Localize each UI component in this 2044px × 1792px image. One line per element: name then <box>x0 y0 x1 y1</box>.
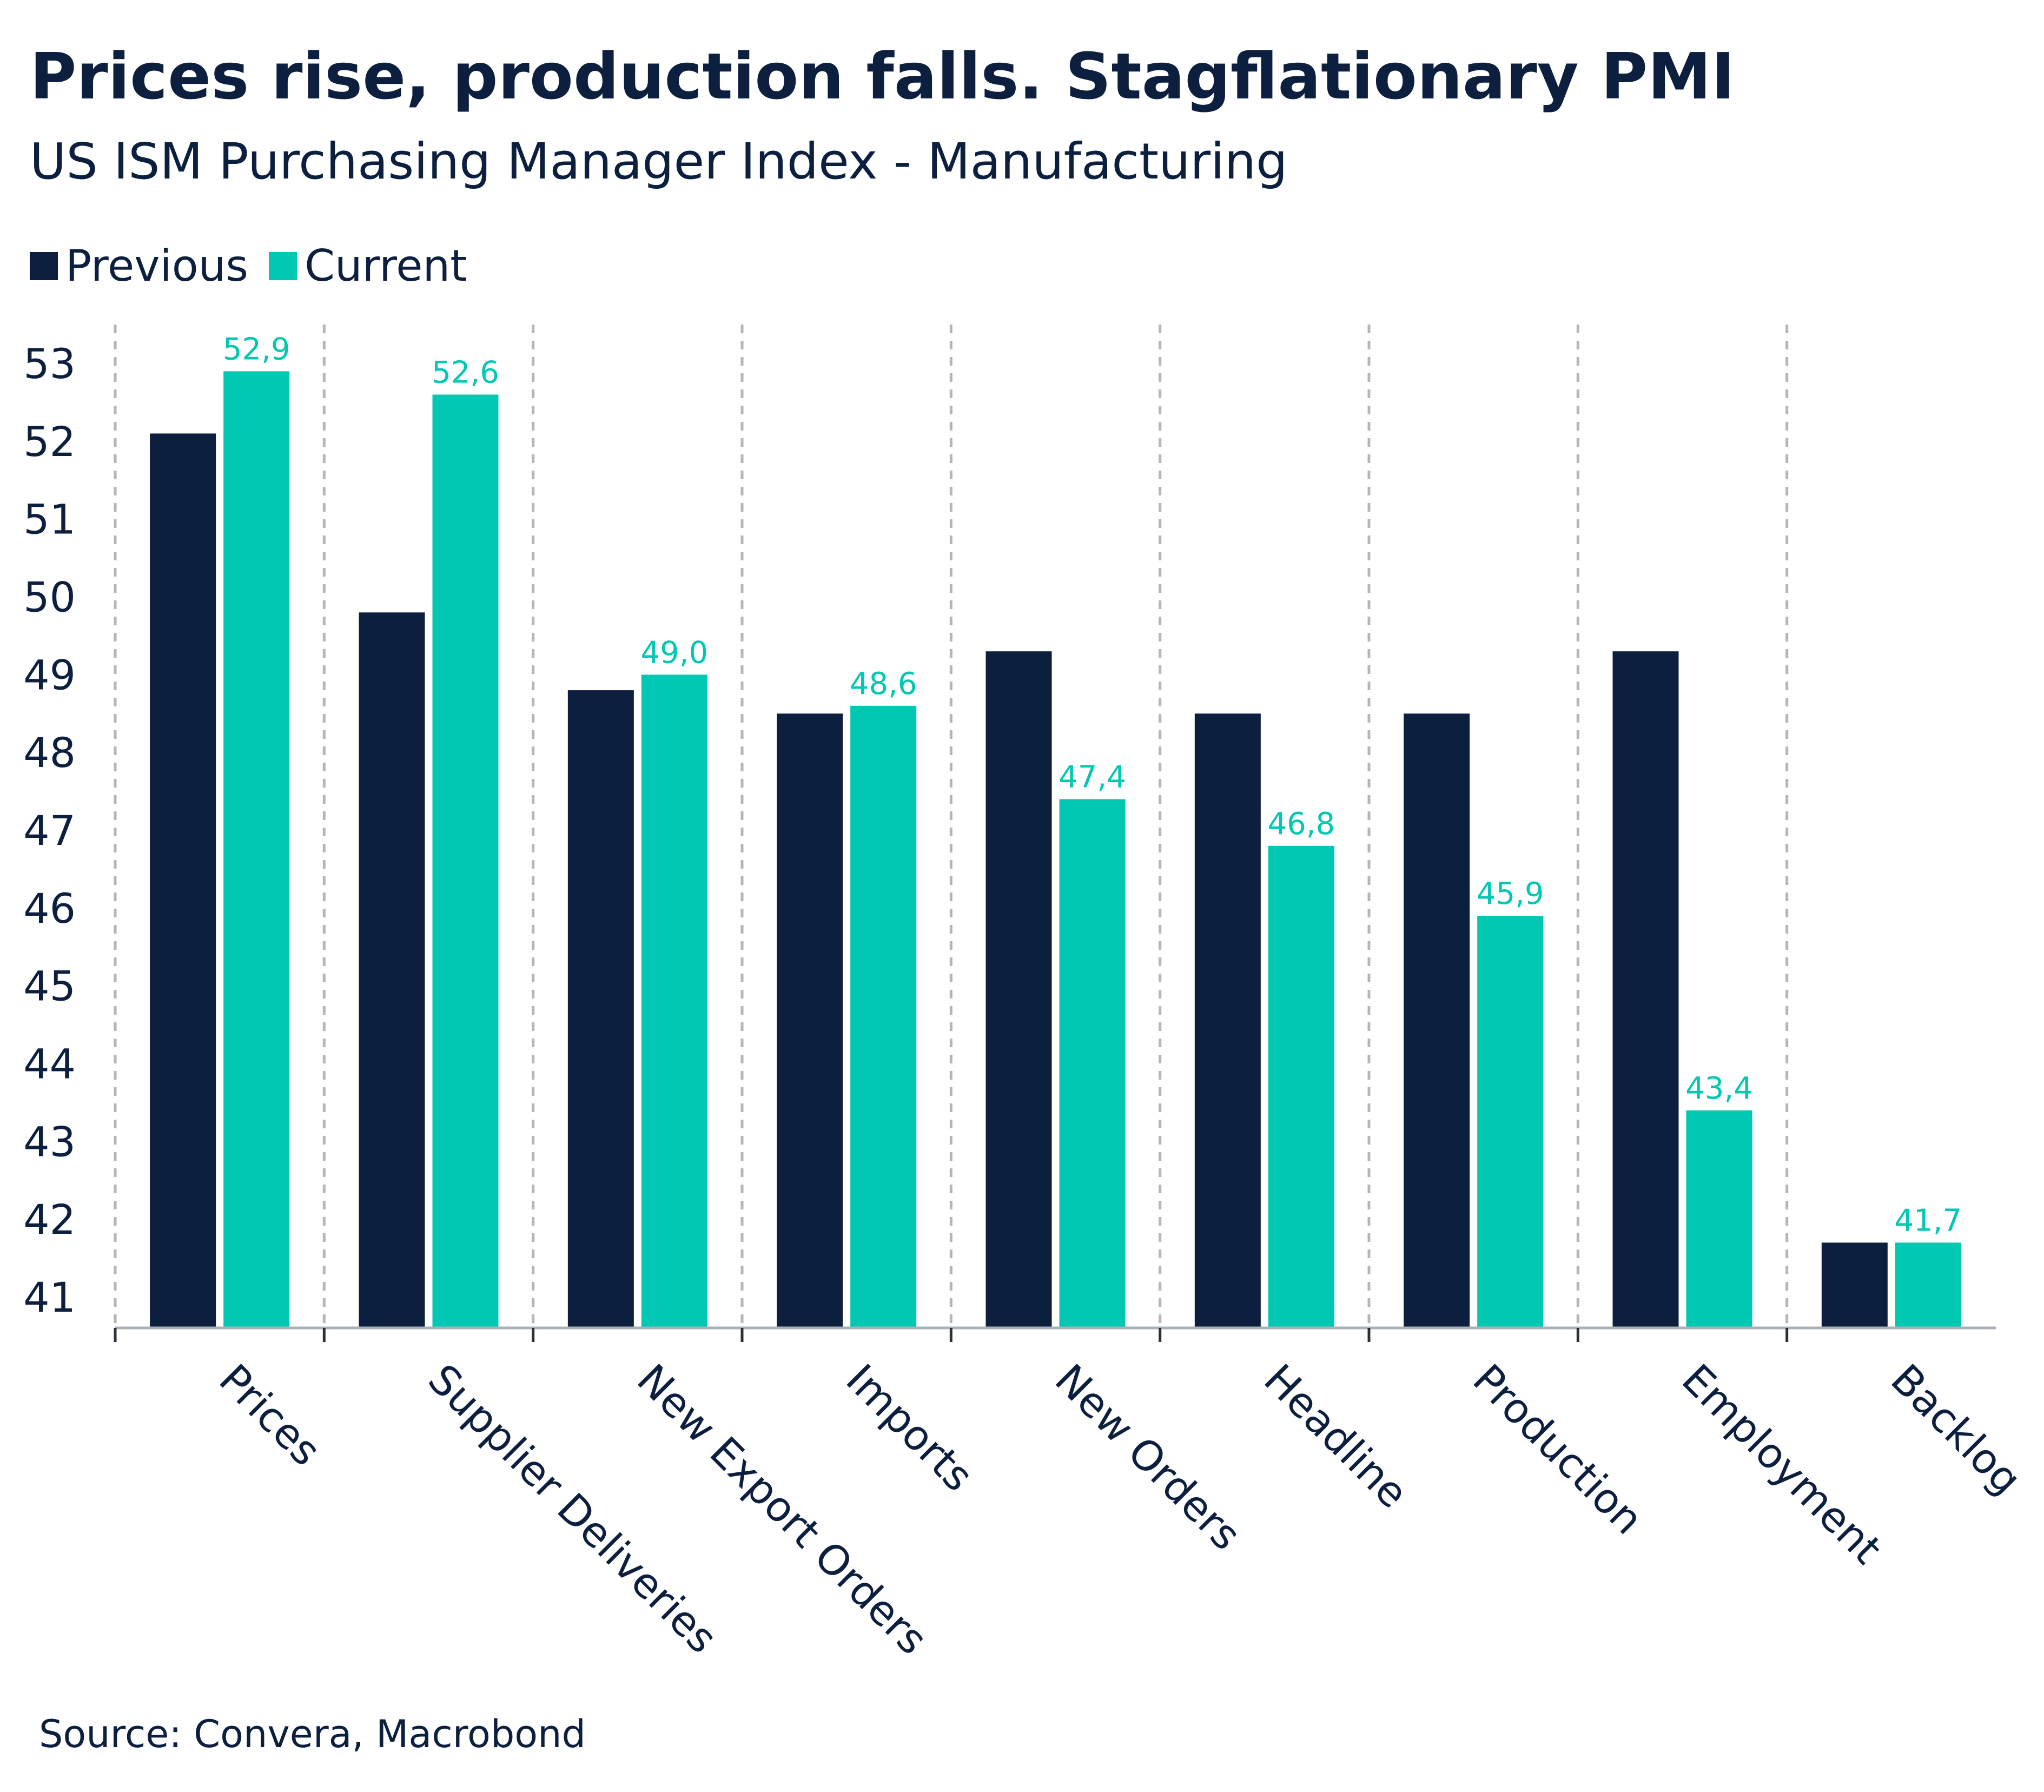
data-label-current: 52,9 <box>223 332 290 367</box>
data-label-current: 46,8 <box>1267 806 1335 842</box>
legend-label-current: Current <box>305 241 467 291</box>
bar-current-new-export-orders <box>641 675 707 1328</box>
x-tick-label: Headline <box>1255 1355 1417 1517</box>
y-tick-label: 44 <box>23 1040 76 1088</box>
legend-label-previous: Previous <box>65 241 249 291</box>
bar-previous-new-export-orders <box>567 690 634 1328</box>
y-tick-label: 48 <box>23 729 76 777</box>
legend-swatch-previous <box>30 252 58 280</box>
bar-previous-backlog <box>1821 1242 1888 1328</box>
chart-source: Source: Convera, Macrobond <box>39 1712 586 1756</box>
bar-previous-supplier-deliveries <box>359 612 425 1328</box>
bar-previous-imports <box>777 713 843 1328</box>
y-tick-label: 46 <box>23 884 76 933</box>
y-tick-label: 45 <box>23 962 76 1010</box>
bar-current-supplier-deliveries <box>432 394 499 1328</box>
y-tick-label: 51 <box>23 495 76 544</box>
chart-subtitle: US ISM Purchasing Manager Index - Manufa… <box>30 133 1288 190</box>
y-tick-label: 43 <box>23 1117 76 1166</box>
bar-previous-new-orders <box>985 651 1052 1328</box>
data-label-current: 45,9 <box>1477 876 1544 911</box>
data-label-current: 41,7 <box>1894 1203 1962 1238</box>
y-tick-label: 47 <box>23 806 76 855</box>
bar-current-prices <box>223 371 290 1328</box>
bar-current-production <box>1477 916 1544 1328</box>
data-label-current: 47,4 <box>1059 759 1126 795</box>
bar-current-imports <box>850 705 917 1328</box>
bar-previous-employment <box>1612 651 1679 1328</box>
legend: Previous Current <box>30 241 488 291</box>
data-label-current: 49,0 <box>640 635 708 670</box>
legend-swatch-current <box>269 252 297 280</box>
legend-item-previous: Previous <box>30 241 248 291</box>
bar-current-employment <box>1686 1110 1752 1328</box>
x-tick-label: Employment <box>1673 1355 1891 1573</box>
x-tick-label: Production <box>1464 1355 1652 1544</box>
bar-previous-production <box>1404 713 1470 1328</box>
data-label-current: 48,6 <box>850 666 917 702</box>
bar-current-new-orders <box>1059 799 1126 1328</box>
x-tick-label: New Orders <box>1046 1355 1251 1559</box>
x-tick-label: Backlog <box>1882 1355 2030 1504</box>
data-label-current: 43,4 <box>1685 1071 1753 1106</box>
bar-current-backlog <box>1895 1242 1961 1328</box>
y-tick-label: 53 <box>23 340 76 388</box>
x-tick-label: Imports <box>837 1355 982 1500</box>
data-label-current: 52,6 <box>432 355 499 391</box>
y-tick-label: 50 <box>23 573 76 621</box>
legend-item-current: Current <box>269 241 467 291</box>
y-tick-label: 41 <box>23 1273 76 1321</box>
bar-current-headline <box>1268 845 1334 1328</box>
y-tick-label: 49 <box>23 651 76 699</box>
bar-previous-prices <box>150 433 216 1328</box>
y-tick-label: 42 <box>23 1195 76 1244</box>
chart-title: Prices rise, production falls. Stagflati… <box>30 39 1735 114</box>
y-tick-label: 52 <box>23 418 76 466</box>
bar-previous-headline <box>1194 713 1261 1328</box>
x-tick-label: Prices <box>210 1355 330 1475</box>
